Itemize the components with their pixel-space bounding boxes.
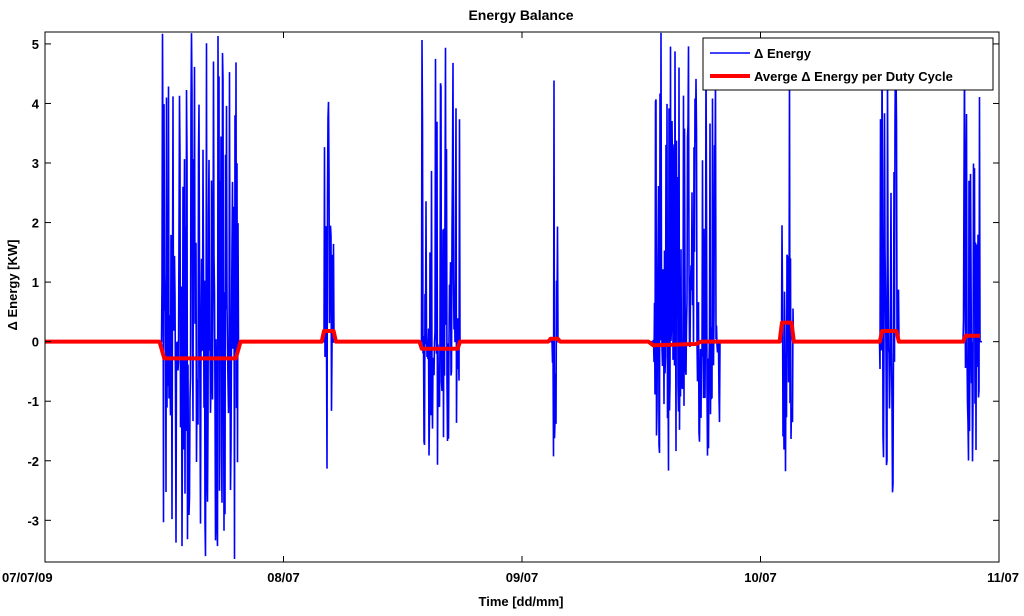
series-layer [45,32,982,559]
axes [44,31,1000,563]
chart-title: Energy Balance [468,7,573,23]
x-tick-label: 10/07 [744,570,777,585]
x-tick-label: 09/07 [506,570,539,585]
x-tick-label: 11/07 [987,570,1019,585]
y-tick-label: 3 [32,156,39,171]
x-tick-label: 07/07/09 [2,570,53,585]
legend-box [702,37,994,91]
x-tick-label: 08/07 [267,570,300,585]
legend-entry-average-energy-label: Averge Δ Energy per Duty Cycle [754,69,953,84]
y-tick-label: 2 [32,216,39,231]
tick-labels: -3 -2 -1 0 1 2 3 4 5 07/07/09 08/07 09/07 10/07 11/07 [2,37,1019,585]
y-tick-label: 1 [32,275,39,290]
y-tick-label: -1 [27,394,39,409]
x-axis-label: Time [dd/mm] [479,594,564,609]
y-tick-label: 0 [32,335,39,350]
y-tick-label: -2 [27,454,39,469]
series-average-energy-line [45,320,980,361]
legend: Δ Energy Averge Δ Energy per Duty Cycle [702,37,994,91]
y-axis-label: Δ Energy [KW] [5,240,20,331]
y-tick-label: 5 [32,37,39,52]
y-tick-label: 4 [32,96,40,111]
y-tick-label: -3 [27,513,39,528]
legend-entry-delta-energy-label: Δ Energy [754,46,812,61]
